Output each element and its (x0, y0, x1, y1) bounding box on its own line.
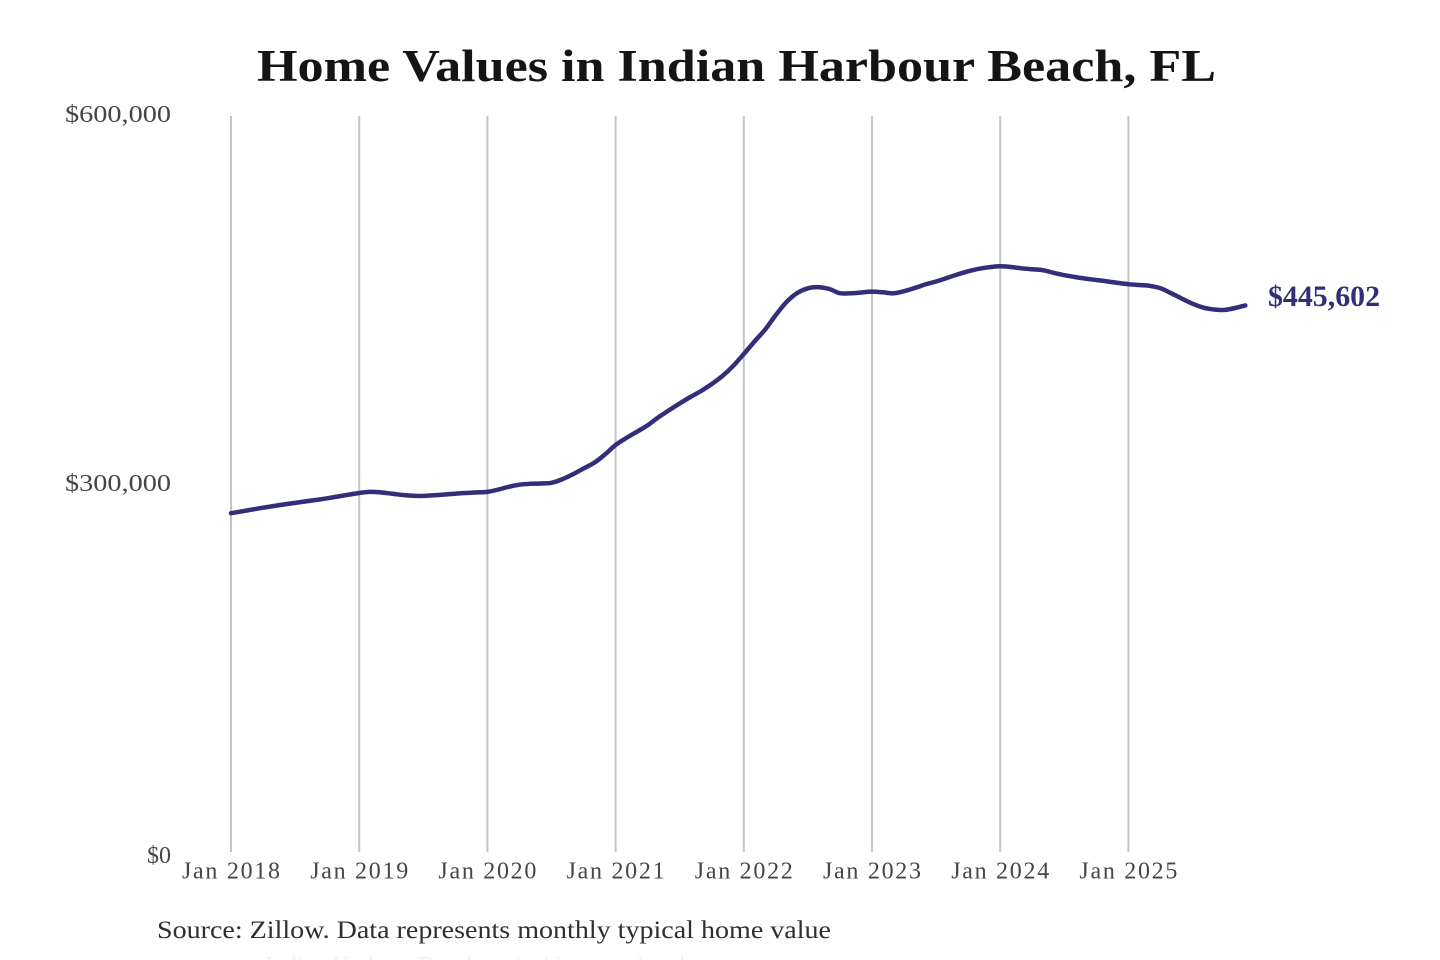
svg-text:Source: Zillow. Data represent: Source: Zillow. Data represents monthly … (157, 917, 831, 944)
svg-text:$0: $0 (147, 843, 171, 869)
svg-text:Jan 2025: Jan 2025 (1079, 859, 1177, 885)
svg-text:Home Values in Indian Harbour: Home Values in Indian Harbour Beach, FL (257, 41, 1216, 91)
svg-text:Jan 2020: Jan 2020 (438, 859, 536, 885)
svg-text:Jan 2024: Jan 2024 (951, 859, 1049, 885)
svg-text:Jan 2018: Jan 2018 (182, 859, 280, 885)
svg-text:$300,000: $300,000 (65, 471, 171, 497)
svg-text:Indian Harbour Beach typical h: Indian Harbour Beach typical home value … (265, 953, 713, 960)
svg-text:Jan 2023: Jan 2023 (823, 859, 921, 885)
svg-text:Jan 2021: Jan 2021 (567, 859, 665, 885)
svg-text:$445,602: $445,602 (1268, 280, 1380, 313)
svg-text:$600,000: $600,000 (65, 102, 171, 128)
svg-text:Jan 2019: Jan 2019 (310, 859, 408, 885)
svg-text:Jan 2022: Jan 2022 (695, 859, 793, 885)
